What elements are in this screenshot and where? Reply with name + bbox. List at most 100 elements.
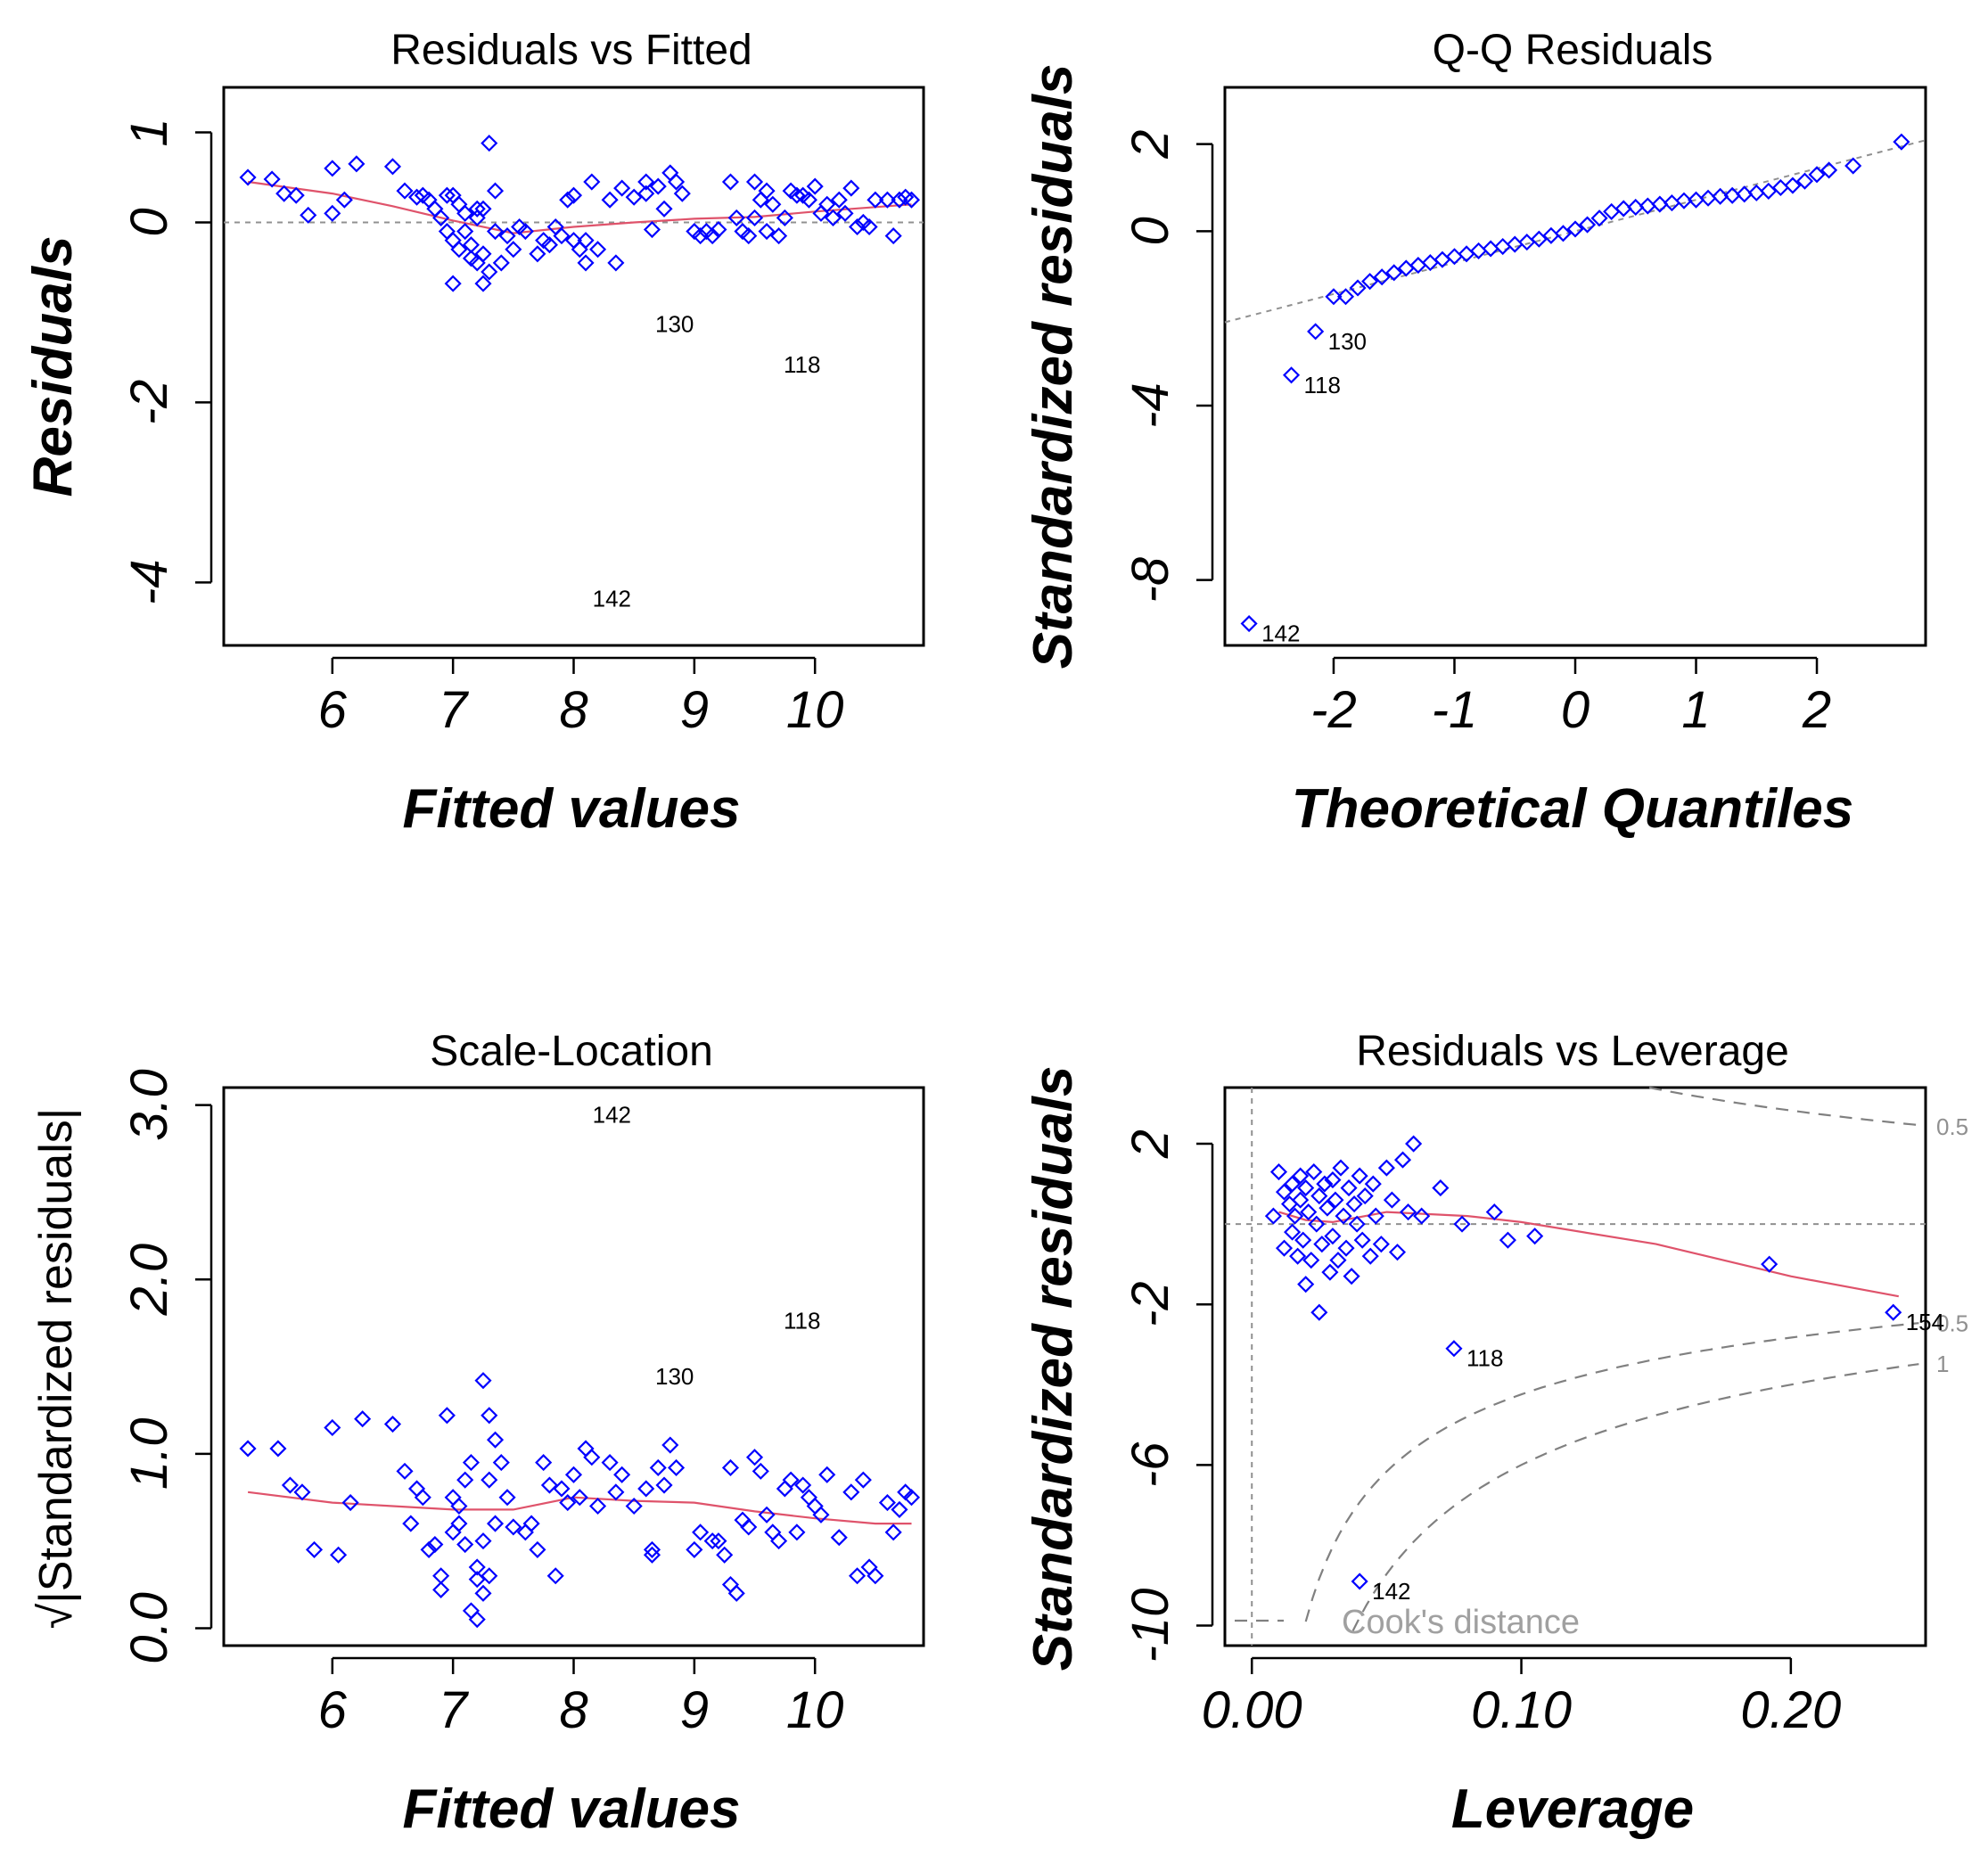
y-tick-label: 2 [1121, 129, 1179, 159]
data-point [812, 1506, 830, 1523]
data-point [788, 186, 806, 204]
data-point [577, 232, 595, 250]
data-point [842, 179, 860, 197]
data-point [589, 1497, 607, 1515]
data-point [571, 241, 588, 259]
x-tick-label: 1 [1681, 681, 1710, 739]
data-point [444, 232, 462, 250]
data-point [492, 254, 510, 272]
data-point [564, 186, 583, 204]
data-point [444, 275, 462, 292]
data-point [1300, 1203, 1318, 1221]
data-point [330, 1546, 348, 1564]
y-tick-label: -6 [1121, 1441, 1179, 1488]
data-point [486, 1515, 505, 1532]
data-point [854, 1471, 872, 1489]
cook-legend-label: Cook's distance [1342, 1604, 1580, 1641]
data-point [776, 209, 793, 226]
panel-title: Q-Q Residuals [1433, 27, 1713, 74]
data-point [1388, 1244, 1407, 1261]
data-point [878, 191, 896, 209]
y-axis-label: Residuals [22, 236, 84, 497]
y-tick-label: -4 [1121, 382, 1179, 429]
data-point [1316, 1175, 1334, 1193]
data-point [420, 1540, 438, 1558]
x-tick-label: 7 [439, 681, 470, 739]
data-point [402, 1515, 420, 1532]
data-point [745, 209, 764, 226]
data-point [263, 170, 281, 188]
data-point [710, 220, 727, 239]
data-point [1297, 1276, 1315, 1293]
data-point [553, 227, 571, 245]
panel-title: Residuals vs Leverage [1356, 1028, 1789, 1075]
y-tick-label: 0 [1121, 217, 1179, 245]
data-point [643, 220, 661, 239]
data-point [1327, 1191, 1344, 1209]
data-point [559, 1494, 577, 1512]
data-point [607, 1483, 625, 1501]
data-point [269, 1440, 287, 1458]
data-point [432, 1581, 450, 1598]
data-point [721, 1575, 740, 1594]
data-point [613, 179, 631, 197]
data-point [546, 1567, 564, 1585]
data-point [1393, 1151, 1412, 1169]
point-label: 142 [593, 1102, 631, 1129]
data-point [1590, 209, 1608, 227]
data-point [583, 1449, 601, 1466]
data-points [239, 1372, 921, 1629]
data-point [661, 1436, 679, 1454]
data-points [1240, 133, 1910, 633]
data-point [1784, 177, 1802, 194]
plot-frame [222, 1086, 925, 1647]
data-point [1526, 1228, 1544, 1245]
data-point [849, 218, 867, 236]
data-point [1383, 1191, 1401, 1209]
data-point [752, 1462, 769, 1480]
x-axis-label: Leverage [1451, 1778, 1694, 1840]
data-point [686, 1540, 703, 1558]
data-point [1292, 1167, 1310, 1185]
data-point [1603, 202, 1621, 220]
data-point [300, 206, 317, 224]
data-point [667, 173, 686, 191]
data-point [818, 1466, 836, 1483]
data-point [1336, 288, 1355, 306]
y-tick-label: 0 [120, 208, 178, 236]
data-point [1554, 225, 1573, 242]
data-point [426, 200, 444, 218]
data-point [1373, 268, 1391, 286]
data-point [1324, 1171, 1342, 1189]
data-point [1340, 1179, 1358, 1197]
y-tick-label: -4 [120, 560, 178, 606]
data-point [305, 1540, 324, 1558]
data-point [1292, 1191, 1310, 1209]
data-point [1313, 1236, 1331, 1253]
data-point [727, 1584, 745, 1602]
data-point [564, 1466, 583, 1483]
y-tick-label: 1.0 [120, 1417, 178, 1490]
data-point [1361, 273, 1379, 291]
data-point [649, 1458, 667, 1477]
data-point [1286, 1207, 1304, 1225]
data-point [1310, 1187, 1328, 1205]
data-point [788, 1523, 806, 1541]
data-point [432, 1567, 450, 1585]
data-point [474, 245, 492, 263]
x-tick-label: -2 [1310, 681, 1357, 739]
data-point [745, 1449, 764, 1466]
data-point [577, 254, 595, 272]
qq-reference-line [1224, 139, 1926, 324]
data-point [1771, 178, 1789, 197]
data-point [450, 1497, 468, 1515]
data-point [613, 1466, 631, 1483]
data-point [468, 200, 486, 218]
data-point [1310, 1303, 1328, 1321]
data-point [505, 1518, 522, 1536]
y-tick-labels: 0.0 1.0 2.0 3.0 [120, 1069, 213, 1664]
data-point [239, 1440, 257, 1458]
data-point [607, 254, 625, 272]
data-point [354, 1410, 372, 1428]
data-point [667, 1458, 686, 1477]
